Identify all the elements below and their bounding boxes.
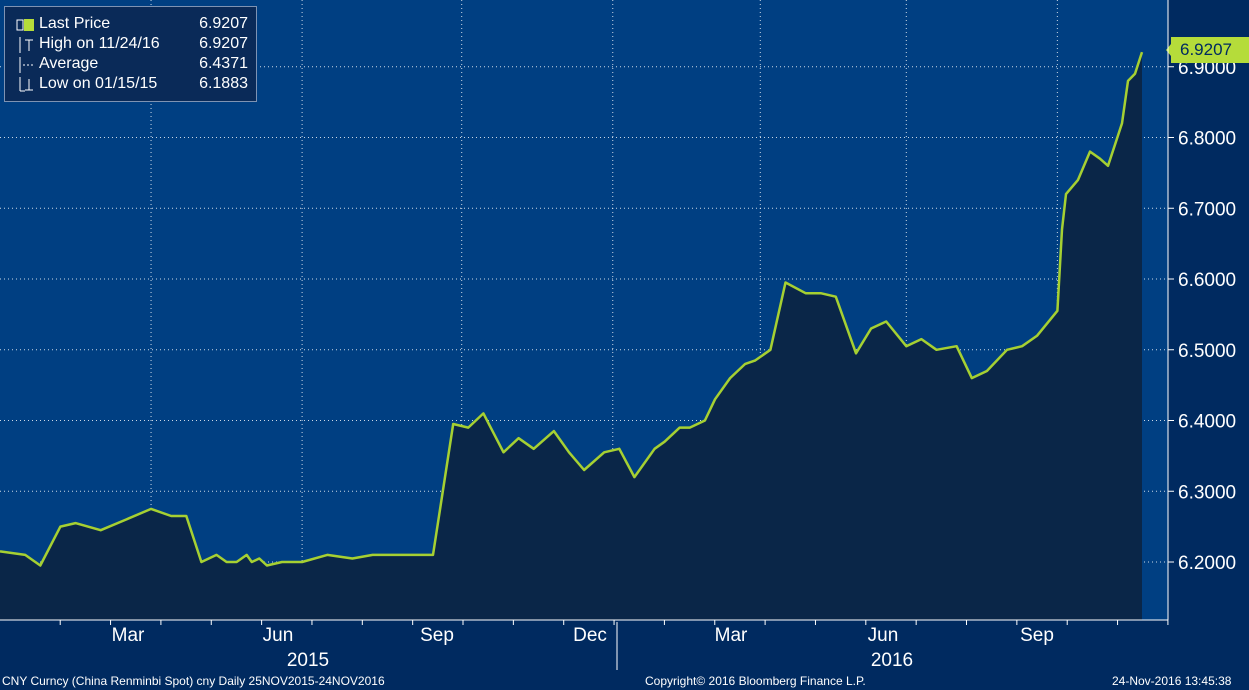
y-tick-label: 6.9000 xyxy=(1178,58,1236,79)
y-tick-label: 6.3000 xyxy=(1178,482,1236,503)
legend-item-last-price: Last Price 6.9207 xyxy=(5,14,258,34)
x-tick-label: Sep xyxy=(420,625,454,646)
y-tick-label: 6.4000 xyxy=(1178,412,1236,433)
x-tick-label: Jun xyxy=(263,625,294,646)
last-price-tag-label: 6.9207 xyxy=(1180,40,1232,59)
footer-security-description: CNY Curncy (China Renminbi Spot) cny Dai… xyxy=(2,674,385,688)
legend-label: Low on 01/15/15 xyxy=(39,75,158,92)
x-tick-label: Mar xyxy=(715,625,748,646)
high-marker-icon xyxy=(19,37,33,53)
y-tick-label: 6.7000 xyxy=(1178,199,1236,220)
y-tick-label: 6.8000 xyxy=(1178,129,1236,150)
year-label: 2015 xyxy=(287,650,329,671)
legend-item-average: Average 6.4371 xyxy=(5,54,258,74)
y-axis: 6.2000 6.3000 6.4000 6.5000 6.6000 6.7000 6.80… xyxy=(1167,0,1236,620)
low-marker-icon xyxy=(19,77,33,92)
filled-square-icon xyxy=(16,19,34,31)
legend-label: Average xyxy=(39,55,99,72)
average-line-icon xyxy=(19,57,35,73)
year-label: 2016 xyxy=(871,650,913,671)
price-series-line xyxy=(0,51,1144,567)
legend-value: 6.1883 xyxy=(199,75,248,92)
y-tick-label: 6.5000 xyxy=(1178,341,1236,362)
footer-timestamp: 24-Nov-2016 13:45:38 xyxy=(1112,674,1232,688)
legend-item-high: High on 11/24/16 6.9207 xyxy=(5,34,258,54)
legend-item-low: Low on 01/15/15 6.1883 xyxy=(5,74,258,94)
legend-box: Last Price 6.9207 High on 11/24/16 6.920… xyxy=(4,6,257,102)
price-area-fill xyxy=(0,52,1142,621)
legend-label: High on 11/24/16 xyxy=(39,35,160,52)
legend-value: 6.4371 xyxy=(199,55,248,72)
y-tick-label: 6.6000 xyxy=(1178,270,1236,291)
legend-value: 6.9207 xyxy=(199,15,248,32)
x-tick-label: Jun xyxy=(868,625,899,646)
legend-label: Last Price xyxy=(39,15,111,32)
x-axis: Mar Jun Sep Dec Mar Jun Sep 2015 2016 xyxy=(0,619,1169,671)
legend-value: 6.9207 xyxy=(199,35,248,52)
last-price-tag: 6.9207 xyxy=(1171,37,1249,63)
x-tick-label: Sep xyxy=(1020,625,1054,646)
price-area xyxy=(0,52,1142,621)
x-tick-label: Mar xyxy=(112,625,145,646)
footer-copyright: Copyright© 2016 Bloomberg Finance L.P. xyxy=(645,674,866,688)
axis-panel xyxy=(1168,0,1249,690)
x-tick-label: Dec xyxy=(573,625,607,646)
y-tick-label: 6.2000 xyxy=(1178,553,1236,574)
